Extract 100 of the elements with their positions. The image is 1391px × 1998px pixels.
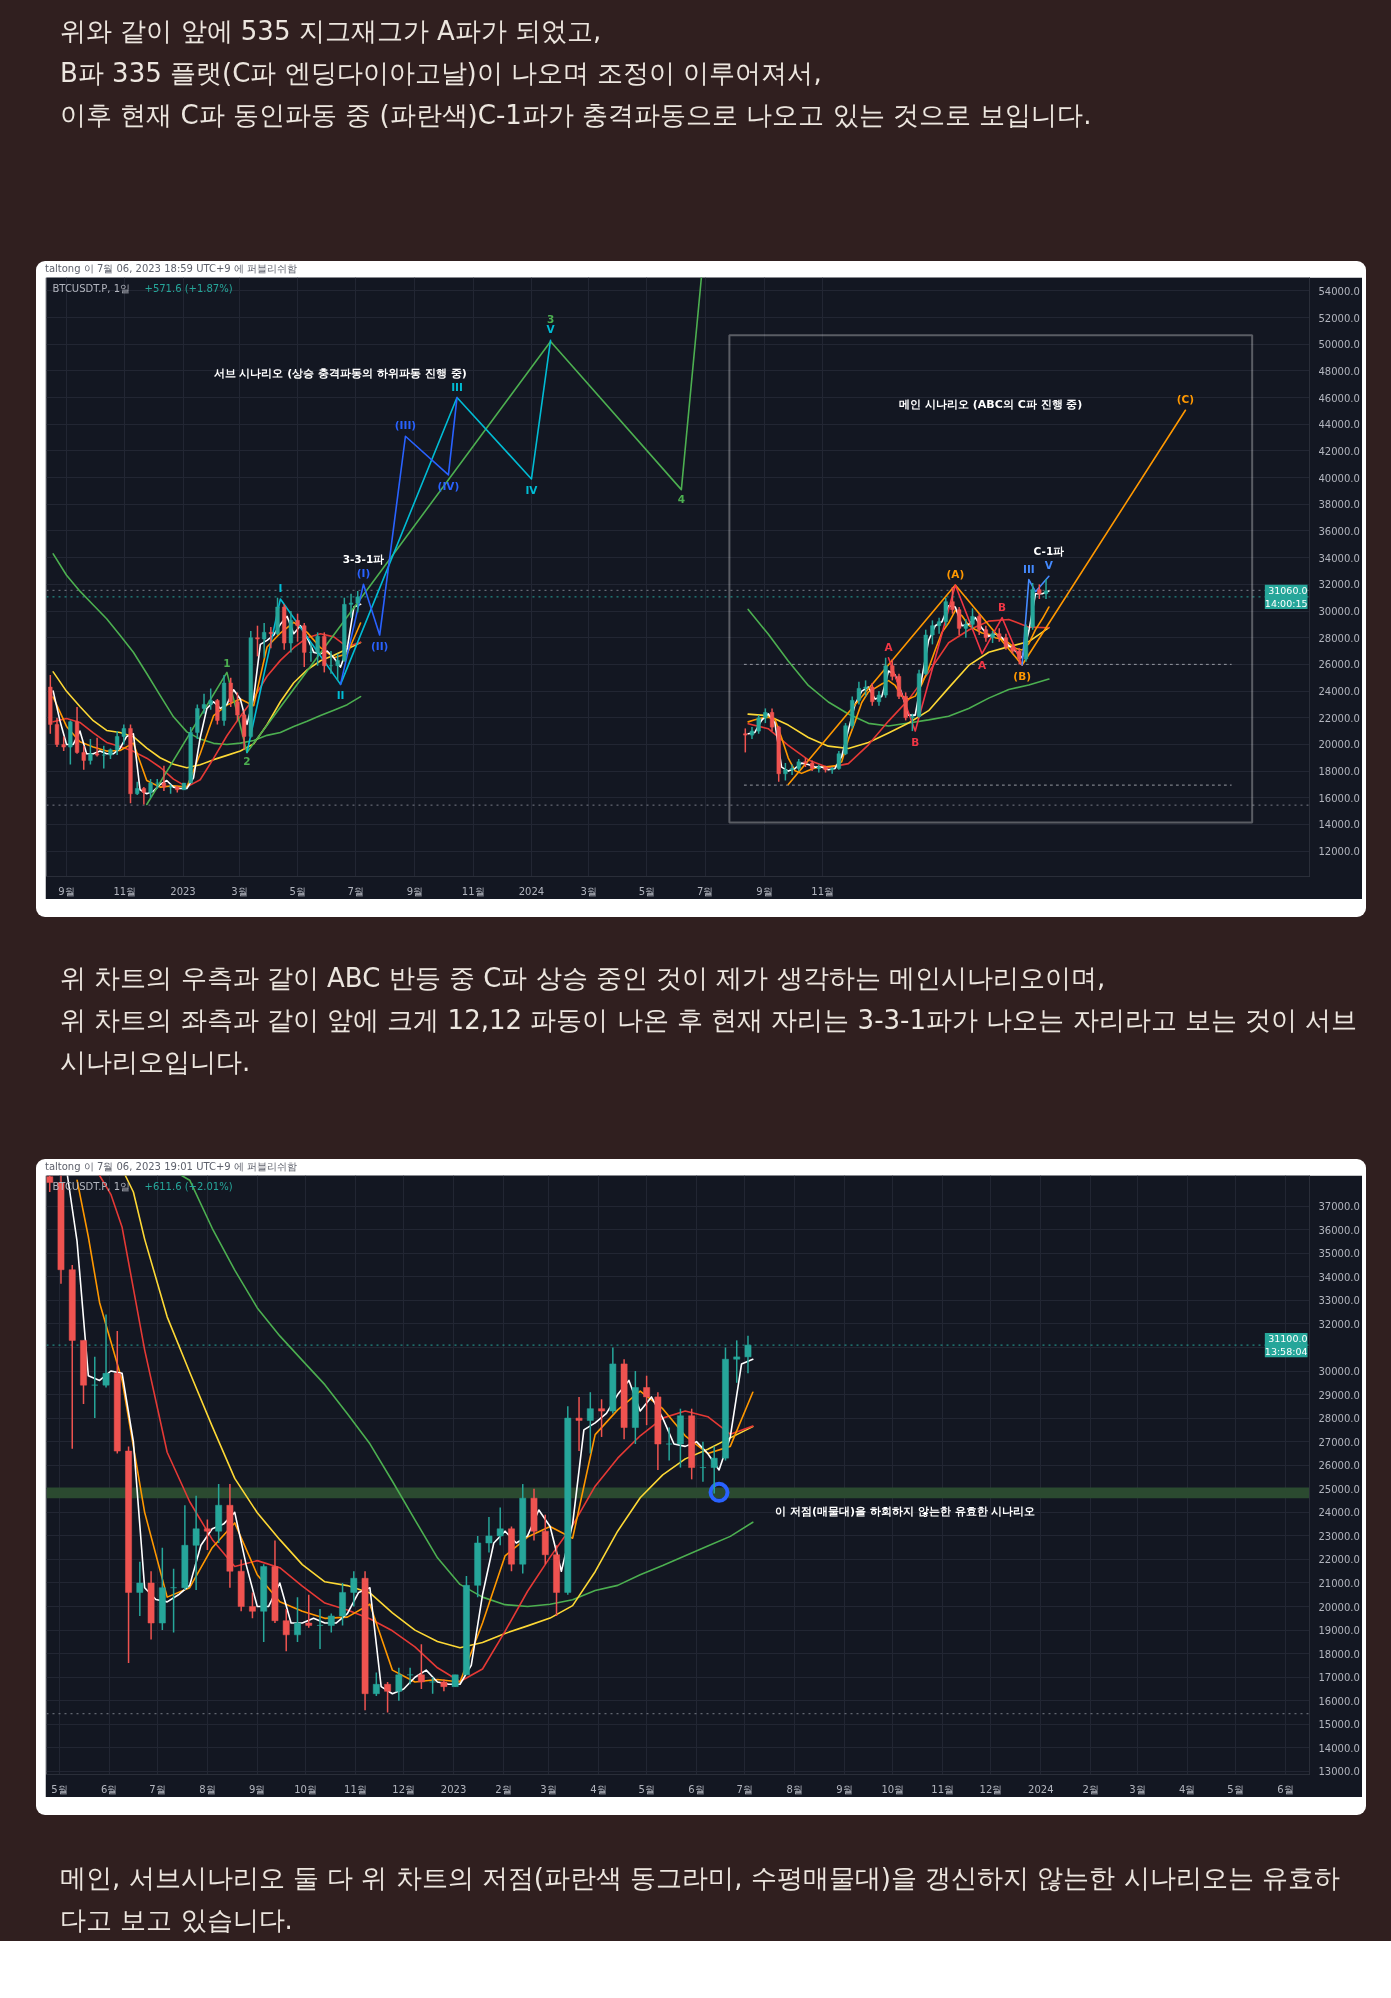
x-tick-label: 9월 xyxy=(249,1783,266,1795)
x-tick-label: 7월 xyxy=(347,885,364,897)
candlestick xyxy=(235,691,240,722)
y-tick-label: 19000.0 xyxy=(1318,1625,1360,1637)
candlestick xyxy=(155,778,160,790)
candlestick xyxy=(91,1356,99,1419)
candlestick xyxy=(541,1513,549,1565)
candlestick xyxy=(743,727,748,754)
chart-subtitle: taltong 이 7월 06, 2023 18:59 UTC+9 에 퍼블리쉬함 xyxy=(45,262,298,276)
x-tick-label: 4월 xyxy=(590,1783,607,1795)
annotation: BTCUSDT.P, 1일 xyxy=(52,282,131,294)
y-tick-label: 24000.0 xyxy=(1318,1507,1360,1519)
candlestick xyxy=(699,1440,707,1483)
candlestick xyxy=(136,1561,144,1617)
x-tick-label: 5월 xyxy=(1227,1783,1244,1795)
candlestick xyxy=(268,626,273,650)
y-tick-label: 50000.0 xyxy=(1318,339,1360,351)
candlestick xyxy=(769,707,775,732)
x-tick-label: 11월 xyxy=(113,885,137,897)
candlestick xyxy=(890,658,895,682)
candlestick xyxy=(170,1568,177,1634)
x-tick-label: 4월 xyxy=(1179,1783,1196,1795)
candlestick xyxy=(598,1398,605,1438)
candlestick xyxy=(372,1671,380,1697)
y-tick-label: 27000.0 xyxy=(1318,1436,1360,1448)
annotation: +571.6 (+1.87%) xyxy=(144,282,233,294)
x-tick-label: 2023 xyxy=(440,1783,467,1795)
x-tick-label: 3월 xyxy=(1129,1783,1146,1795)
candlestick xyxy=(395,1667,403,1702)
y-tick-label: 28000.0 xyxy=(1318,632,1360,644)
candlestick xyxy=(963,618,968,639)
candlestick xyxy=(586,1391,594,1455)
x-tick-label: 6월 xyxy=(688,1783,705,1795)
x-tick-label: 11월 xyxy=(461,885,485,897)
candlestick xyxy=(335,652,340,682)
annotation: C-1파 xyxy=(1033,545,1065,558)
annotation: (A) xyxy=(946,568,965,580)
candlestick xyxy=(943,596,948,627)
candlestick xyxy=(54,716,60,748)
candlestick xyxy=(295,612,300,643)
candlestick xyxy=(384,1681,391,1714)
candlestick xyxy=(930,619,935,646)
candlestick xyxy=(957,606,962,636)
annotation: 1 xyxy=(223,657,231,670)
candlestick xyxy=(485,1516,493,1554)
x-tick-label: 5월 xyxy=(51,1783,68,1795)
y-tick-label: 13000.0 xyxy=(1318,1766,1360,1778)
y-tick-label: 33000.0 xyxy=(1318,1295,1360,1307)
x-tick-label: 7월 xyxy=(149,1783,166,1795)
x-tick-label: 7월 xyxy=(736,1783,753,1795)
candlestick xyxy=(997,627,1002,643)
annotation: III xyxy=(451,380,463,393)
x-tick-label: 9월 xyxy=(836,1783,853,1795)
x-tick-label: 2024 xyxy=(1028,1783,1054,1795)
line-series xyxy=(747,626,1050,750)
x-tick-label: 10월 xyxy=(294,1783,317,1795)
x-tick-label: 11월 xyxy=(931,1783,955,1795)
candlestick xyxy=(903,691,908,722)
annotation: A xyxy=(884,640,894,653)
y-tick-label: 37000.0 xyxy=(1318,1201,1360,1213)
y-tick-label: 24000.0 xyxy=(1318,686,1360,698)
candlestick xyxy=(496,1506,504,1547)
y-tick-label: 20000.0 xyxy=(1318,739,1360,751)
annotation: 서브 시나리오 (상승 충격파동의 하위파동 진행 중) xyxy=(213,366,467,380)
candlestick xyxy=(643,1374,650,1426)
candlestick xyxy=(856,680,861,706)
candlestick xyxy=(870,682,875,707)
candlestick xyxy=(950,586,955,615)
x-tick-label: 11월 xyxy=(344,1783,367,1795)
chart-title: 위와 같이 앞에 535 지그재그가 A파가 되었고, B파 335 플랫(C파 엔딩다이아고날)이 나오며 조정이 이루어져서, 이후 현재 C파 동인파동 중 (파란색)C-1파가 충격파동으로 나오고 있는 것으로 보입니다. xyxy=(60,15,1092,132)
y-tick-label: 29000.0 xyxy=(1318,1389,1360,1401)
annotation: B xyxy=(911,736,920,749)
annotation: (II) xyxy=(370,640,389,653)
annotation: III xyxy=(1022,562,1035,575)
candlestick xyxy=(756,714,761,735)
x-tick-label: 11월 xyxy=(811,885,834,897)
y-tick-label: 14000.0 xyxy=(1318,1742,1360,1754)
candlestick xyxy=(896,672,902,700)
candlestick xyxy=(970,607,975,630)
chart-subtitle: taltong 이 7월 06, 2023 19:01 UTC+9 에 퍼블리쉬함 xyxy=(45,1160,298,1174)
candlestick xyxy=(305,1594,313,1629)
annotation: A xyxy=(977,658,987,671)
y-tick-label: 21000.0 xyxy=(1318,1578,1360,1589)
annotation: (III) xyxy=(394,419,417,432)
annotation: IV xyxy=(525,483,539,496)
y-tick-label: 34000.0 xyxy=(1318,1271,1360,1283)
y-tick-label: 35000.0 xyxy=(1318,1248,1360,1260)
candlestick xyxy=(575,1396,583,1452)
x-tick-label: 8월 xyxy=(199,1783,216,1795)
line-series xyxy=(180,1175,754,1608)
annotation: V xyxy=(1044,559,1054,572)
candlestick xyxy=(327,1612,335,1634)
line-series xyxy=(339,396,458,686)
y-tick-label: 16000.0 xyxy=(1318,1695,1360,1707)
candlestick xyxy=(937,616,942,635)
annotation: I xyxy=(278,582,283,595)
candlestick xyxy=(328,650,334,675)
candlestick xyxy=(406,1667,414,1686)
y-tick-label: 54000.0 xyxy=(1318,285,1360,297)
x-tick-label: 5월 xyxy=(638,1783,655,1795)
